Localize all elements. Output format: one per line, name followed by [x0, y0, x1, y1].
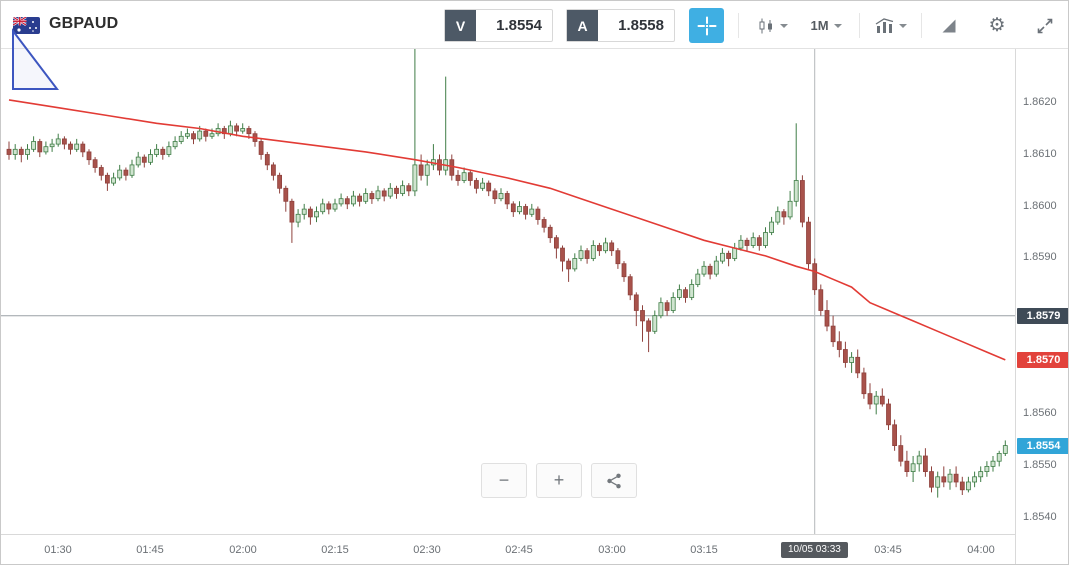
toolbar-separator — [859, 13, 860, 38]
timeframe-label: 1M — [810, 18, 829, 33]
x-axis-label: 02:15 — [321, 544, 349, 556]
gear-icon: ⚙ — [988, 15, 1006, 36]
x-axis-label: 03:45 — [874, 544, 902, 556]
share-button[interactable] — [591, 463, 637, 498]
x-axis-label: 04:00 — [967, 544, 995, 556]
buy-quote-button[interactable]: A 1.8558 — [566, 9, 675, 42]
symbol-title: GBPAUD — [49, 15, 119, 32]
chart-type-button[interactable] — [749, 8, 795, 43]
y-axis-label: 1.8550 — [1023, 459, 1057, 471]
zoom-in-button[interactable]: + — [536, 463, 582, 498]
candles-series — [6, 49, 1008, 498]
area-chart-icon — [942, 19, 956, 32]
last-price-badge: 1.8554 — [1017, 438, 1068, 454]
zoom-out-button[interactable]: − — [481, 463, 527, 498]
y-axis-label: 1.8600 — [1023, 200, 1057, 212]
x-axis-label: 02:30 — [413, 544, 441, 556]
sell-price: 1.8554 — [496, 17, 542, 34]
crosshair-icon — [697, 16, 716, 35]
time-axis[interactable]: 01:30 01:45 02:00 02:15 02:30 02:45 03:00 03:15… — [1, 534, 1015, 564]
price-axis[interactable]: 1.8620 1.8610 1.8600 1.8590 1.8560 1.8550 1.85… — [1015, 49, 1068, 564]
chart-zoom-controls: − + — [481, 463, 637, 498]
indicators-icon — [875, 17, 894, 33]
price-chart-svg — [1, 49, 1015, 534]
y-axis-label: 1.8540 — [1023, 511, 1057, 523]
x-axis-label: 02:00 — [229, 544, 257, 556]
x-axis-label: 03:00 — [598, 544, 626, 556]
timeframe-button[interactable]: 1M — [801, 8, 851, 43]
triangle-drawing[interactable] — [9, 27, 63, 95]
y-axis-label: 1.8560 — [1023, 407, 1057, 419]
buy-price: 1.8558 — [618, 17, 664, 34]
candlestick-chart-icon — [759, 18, 772, 33]
ma-value-badge: 1.8570 — [1017, 352, 1068, 368]
y-axis-label: 1.8610 — [1023, 148, 1057, 160]
chart-area[interactable] — [1, 49, 1015, 534]
ma-line — [8, 99, 1006, 361]
indicators-button[interactable] — [867, 8, 915, 43]
instrument-flag-icon — [13, 17, 40, 34]
crosshair-time-badge: 10/05 03:33 — [781, 542, 848, 558]
buy-label[interactable]: A — [567, 10, 598, 41]
settings-button[interactable]: ⚙ — [977, 8, 1017, 43]
price-level-badge: 1.8579 — [1017, 308, 1068, 324]
chart-toolbar: GBPAUD V 1.8554 A 1.8558 — [1, 1, 1068, 49]
chevron-down-icon — [899, 23, 907, 28]
chevron-down-icon — [833, 23, 842, 28]
chevron-down-icon — [779, 23, 788, 28]
crosshair-tool-button[interactable] — [689, 8, 724, 43]
sell-quote-button[interactable]: V 1.8554 — [444, 9, 553, 42]
y-axis-label: 1.8620 — [1023, 96, 1057, 108]
toolbar-separator — [738, 13, 739, 38]
share-icon — [607, 473, 621, 488]
x-axis-label: 02:45 — [505, 544, 533, 556]
toolbar-separator — [921, 13, 922, 38]
x-axis-label: 01:45 — [136, 544, 164, 556]
sell-label[interactable]: V — [445, 10, 476, 41]
sentiment-button[interactable] — [929, 8, 969, 43]
x-axis-label: 03:15 — [690, 544, 718, 556]
y-axis-label: 1.8590 — [1023, 251, 1057, 263]
resize-button[interactable] — [1025, 8, 1065, 43]
resize-arrows-icon — [1037, 18, 1053, 33]
x-axis-label: 01:30 — [44, 544, 72, 556]
